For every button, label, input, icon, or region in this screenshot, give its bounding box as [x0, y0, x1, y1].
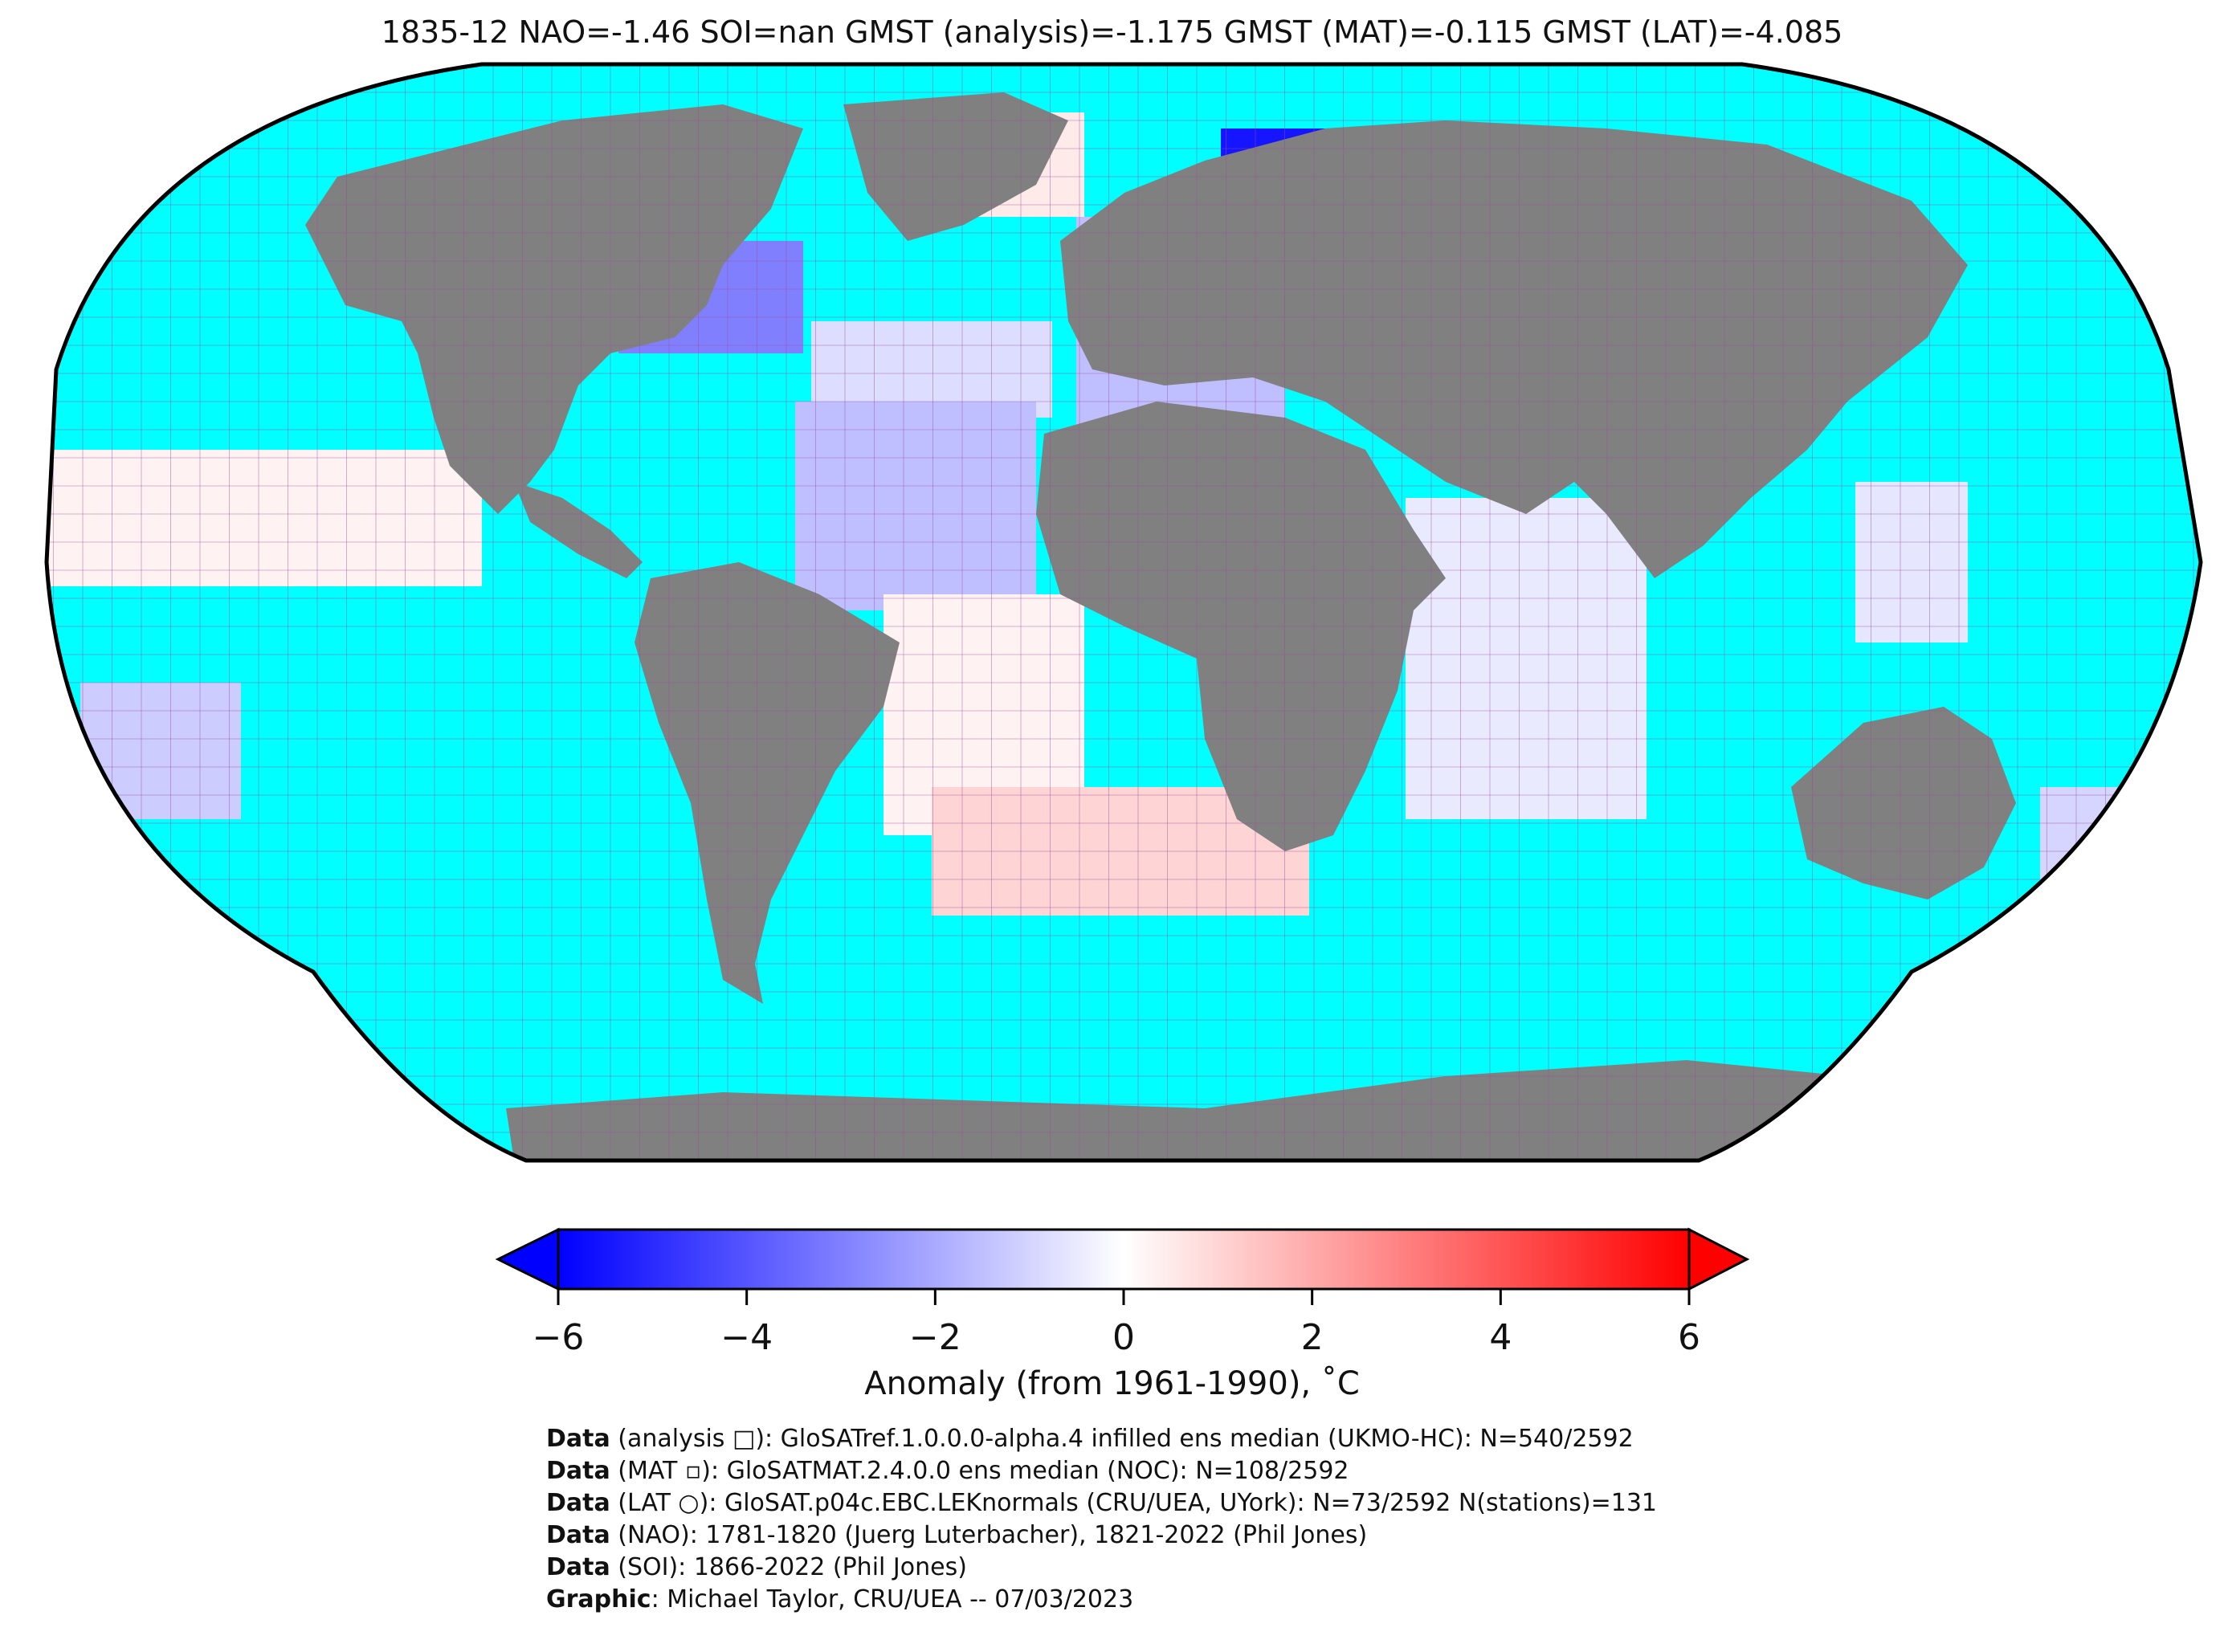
credit-text: (NAO): 1781-1820 (Juerg Luterbacher), 18… [610, 1521, 1368, 1549]
colorbar-tick-label: 4 [1489, 1317, 1512, 1358]
credit-line: Data (LAT ○): GloSAT.p04c.EBC.LEKnormals… [546, 1487, 1657, 1519]
land-north-america [305, 104, 803, 514]
grid-lines [47, 64, 2201, 1160]
credit-label: Data [546, 1457, 610, 1485]
credit-label: Data [546, 1521, 610, 1549]
credit-line: Data (MAT ▫): GloSATMAT.2.4.0.0 ens medi… [546, 1455, 1657, 1487]
land-greenland [843, 92, 1068, 241]
colorbar-tick-label: −4 [720, 1317, 773, 1358]
globe-outline [44, 62, 2203, 1163]
land-antarctica [506, 1060, 1847, 1160]
credit-line: Data (analysis □): GloSATref.1.0.0.0-alp… [546, 1423, 1657, 1455]
land-eurasia [1060, 120, 1968, 578]
credit-label: Data [546, 1553, 610, 1581]
credit-text: (SOI): 1866-2022 (Phil Jones) [610, 1553, 967, 1581]
colorbar-tick-label: 2 [1300, 1317, 1324, 1358]
credit-line: Graphic: Michael Taylor, CRU/UEA -- 07/0… [546, 1584, 1657, 1616]
anomaly-patch-central-atlantic [795, 402, 1036, 610]
anomaly-patch-north-pacific-hawaii [48, 450, 482, 586]
colorbar-gradient [557, 1228, 1691, 1291]
credit-text: (LAT ○): GloSAT.p04c.EBC.LEKnormals (CRU… [610, 1489, 1657, 1517]
credit-label: Data [546, 1489, 610, 1517]
credit-line: Data (SOI): 1866-2022 (Phil Jones) [546, 1552, 1657, 1584]
credits-block: Data (analysis □): GloSATref.1.0.0.0-alp… [546, 1423, 1657, 1616]
land-south-america [635, 562, 900, 1004]
credit-label: Data [546, 1425, 610, 1453]
colorbar-extend-high [1687, 1227, 1750, 1291]
credit-text: (analysis □): GloSATref.1.0.0.0-alpha.4 … [610, 1425, 1634, 1453]
colorbar-extend-low [495, 1227, 560, 1291]
anomaly-patch-indian-ocean [1406, 498, 1647, 819]
credit-text: (MAT ▫): GloSATMAT.2.4.0.0 ens median (N… [610, 1457, 1349, 1485]
map-title: 1835-12 NAO=-1.46 SOI=nan GMST (analysis… [381, 14, 1843, 50]
anomaly-patch-west-pacific-indonesia [1855, 482, 1968, 642]
credit-label: Graphic [546, 1585, 651, 1613]
colorbar-tick-label: −6 [532, 1317, 585, 1358]
colorbar [495, 1227, 1750, 1305]
colorbar-tickmarks [557, 1289, 1691, 1305]
colorbar-label: Anomaly (from 1961-1990), ˚C [864, 1365, 1360, 1402]
credit-text: : Michael Taylor, CRU/UEA -- 07/03/2023 [651, 1585, 1134, 1613]
colorbar-tick-label: 6 [1678, 1317, 1700, 1358]
colorbar-tick-label: 0 [1112, 1317, 1135, 1358]
world-map [44, 62, 2203, 1163]
credit-line: Data (NAO): 1781-1820 (Juerg Luterbacher… [546, 1519, 1657, 1552]
colorbar-tick-label: −2 [908, 1317, 961, 1358]
